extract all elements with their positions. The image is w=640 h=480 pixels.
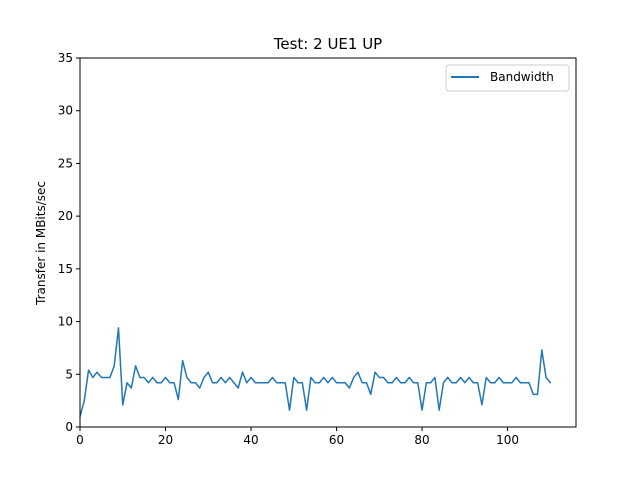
- x-tick-label: 20: [158, 433, 173, 447]
- y-tick-label: 35: [58, 51, 73, 65]
- x-tick-label: 40: [243, 433, 258, 447]
- y-tick-label: 15: [58, 262, 73, 276]
- y-tick-label: 25: [58, 156, 73, 170]
- x-tick-label: 80: [414, 433, 429, 447]
- y-tick-label: 5: [65, 367, 73, 381]
- legend-label: Bandwidth: [490, 70, 554, 84]
- chart-title: Test: 2 UE1 UP: [273, 35, 382, 53]
- y-tick-label: 30: [58, 104, 73, 118]
- x-tick-label: 60: [329, 433, 344, 447]
- plot-frame: [79, 57, 577, 428]
- x-tick-label: 0: [76, 433, 84, 447]
- y-tick-label: 0: [65, 420, 73, 434]
- tick-layer: 0 20 40 60 80 100 0 5 10 15 20 25 30 35: [58, 51, 519, 447]
- y-axis-label: Transfer in MBits/sec: [34, 181, 48, 306]
- x-tick-label: 100: [496, 433, 519, 447]
- y-tick-label: 20: [58, 209, 73, 223]
- series-layer: [79, 327, 552, 418]
- series-line-0: [79, 327, 552, 418]
- y-tick-label: 10: [58, 315, 73, 329]
- legend: Bandwidth: [445, 64, 570, 92]
- legend-box: [445, 64, 570, 92]
